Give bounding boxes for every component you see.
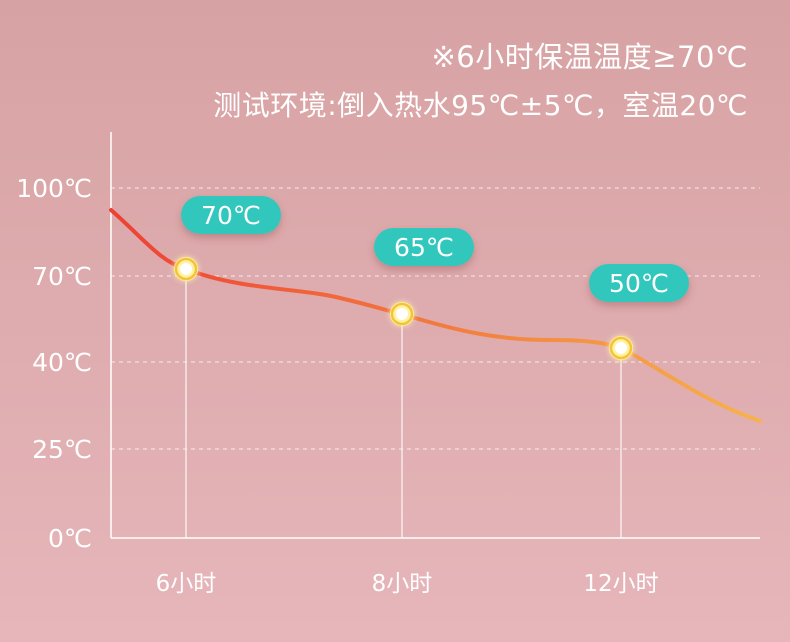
y-tick-label: 40℃ [32,348,92,377]
drop-lines [185,269,622,538]
data-point-marker [609,336,633,360]
y-tick-labels: 100℃ 70℃ 40℃ 25℃ 0℃ [16,174,92,553]
axes [110,132,760,539]
value-label-text: 50℃ [609,269,669,298]
x-tick-label: 12小时 [583,571,658,597]
test-condition-note: 测试环境:倒入热水95℃±5℃，室温20℃ [213,89,748,122]
marker-outline [609,336,633,360]
marker-outline [174,257,198,281]
value-label-bg [589,264,689,302]
marker-center [615,342,627,354]
marker-center [396,308,408,320]
data-point-marker [174,257,198,281]
spec-note: ※6小时保温温度≥70℃ [431,40,748,74]
value-label-bg [181,196,281,234]
x-tick-labels: 6小时 8小时 12小时 [156,571,659,597]
y-tick-label: 25℃ [32,435,92,464]
value-labels: 70℃ 65℃ 50℃ [181,196,689,302]
value-label-text: 70℃ [201,201,261,230]
data-point-marker [390,302,414,326]
y-tick-label: 100℃ [16,174,92,203]
x-tick-label: 6小时 [156,571,217,597]
marker-outline [390,302,414,326]
value-label-text: 65℃ [394,233,454,262]
value-label-bg [374,228,474,266]
y-tick-label: 70℃ [32,262,92,291]
value-label: 50℃ [589,264,689,302]
marker-center [180,263,192,275]
value-label: 70℃ [181,196,281,234]
y-tick-label: 0℃ [48,524,92,553]
data-markers [174,257,633,360]
x-tick-label: 8小时 [372,571,433,597]
value-label: 65℃ [374,228,474,266]
